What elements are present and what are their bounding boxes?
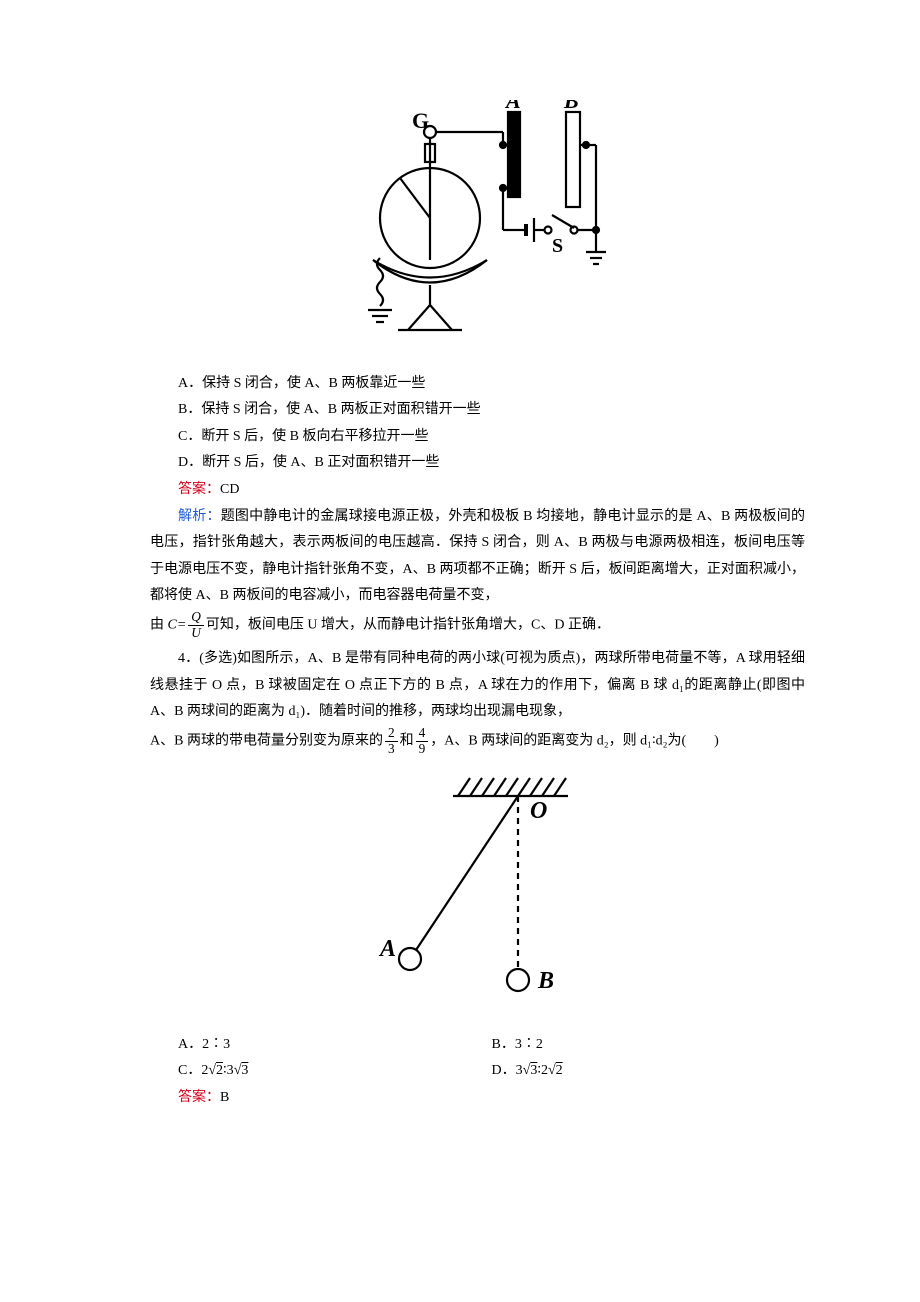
- q3-option-B: B．保持 S 闭合，使 A、B 两板正对面积错开一些: [150, 397, 805, 424]
- label-O: O: [530, 798, 547, 824]
- circuit-svg: G: [338, 100, 618, 340]
- label-G: G: [412, 108, 429, 133]
- answer-value-2: B: [220, 1090, 229, 1105]
- q4-option-B: B．3∶2: [492, 1032, 806, 1059]
- label-B2: B: [537, 968, 554, 994]
- answer-label-2: 答案：: [178, 1090, 220, 1105]
- pendulum-svg: O A B: [358, 766, 598, 1001]
- label-B: B: [563, 100, 579, 113]
- q3-answer: 答案：CD: [150, 477, 805, 504]
- figure-pendulum-charges: O A B: [150, 766, 805, 1012]
- q3-option-D: D．断开 S 后，使 A、B 正对面积错开一些: [150, 450, 805, 477]
- q4-option-A: A．2∶3: [178, 1032, 492, 1059]
- label-S: S: [552, 235, 563, 257]
- q3-analysis: 解析：题图中静电计的金属球接电源正极，外壳和极板 B 均接地，静电计显示的是 A…: [150, 504, 805, 641]
- label-A2: A: [378, 936, 396, 962]
- q3-option-C: C．断开 S 后，使 B 板向右平移拉开一些: [150, 424, 805, 451]
- q4-options-row2: C．2√2∶3√3 D．3√3∶2√2: [150, 1058, 805, 1085]
- q4-answer: 答案：B: [150, 1085, 805, 1112]
- figure-electrometer-circuit: G: [150, 100, 805, 351]
- analysis-label: 解析：: [178, 509, 221, 524]
- q4-stem: 4．(多选)如图所示，A、B 是带有同种电荷的两小球(可视为质点)，两球所带电荷…: [150, 646, 805, 756]
- answer-label: 答案：: [178, 482, 220, 497]
- label-A: A: [504, 100, 521, 113]
- q3-option-A: A．保持 S 闭合，使 A、B 两板靠近一些: [150, 371, 805, 398]
- q4-options-row1: A．2∶3 B．3∶2: [150, 1032, 805, 1059]
- q4-option-C: C．2√2∶3√3: [178, 1058, 492, 1085]
- answer-value: CD: [220, 482, 239, 497]
- q4-option-D: D．3√3∶2√2: [492, 1058, 806, 1085]
